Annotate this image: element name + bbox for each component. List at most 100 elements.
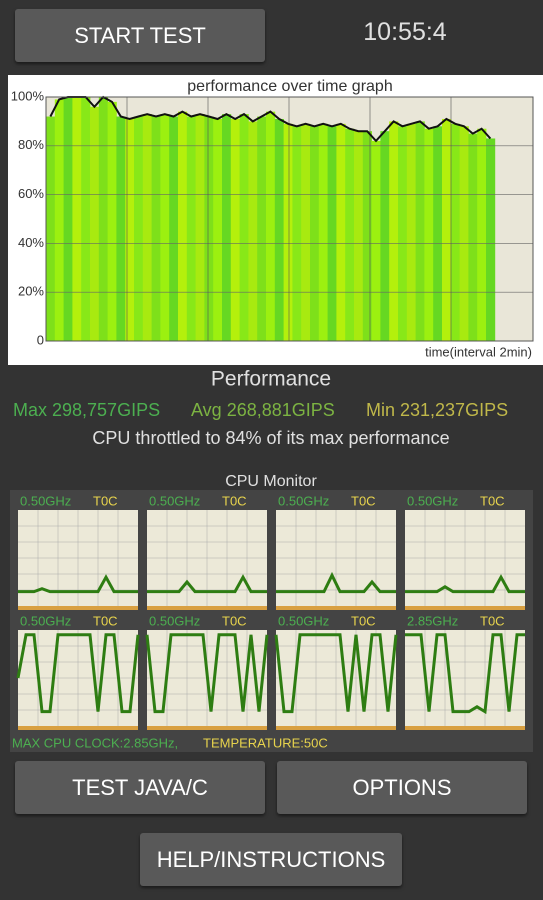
options-button[interactable]: OPTIONS bbox=[277, 761, 527, 814]
performance-bar bbox=[459, 126, 469, 341]
performance-bar bbox=[195, 114, 205, 341]
x-axis-label: time(interval 2min) bbox=[425, 344, 532, 359]
core-load-line bbox=[18, 574, 138, 594]
y-tick-label: 80% bbox=[18, 137, 44, 152]
performance-bar bbox=[46, 116, 56, 341]
performance-bar bbox=[98, 97, 108, 341]
performance-bar bbox=[415, 121, 425, 342]
performance-bar bbox=[292, 126, 302, 341]
performance-bar bbox=[116, 116, 126, 341]
performance-bar bbox=[204, 116, 214, 341]
core-temperature: T0C bbox=[351, 613, 376, 628]
core-load-line bbox=[16, 633, 140, 714]
core-temperature: T0C bbox=[480, 613, 505, 628]
core-baseline bbox=[405, 726, 525, 730]
core-load-line bbox=[405, 633, 525, 715]
performance-bar bbox=[213, 118, 223, 342]
performance-bar bbox=[327, 126, 337, 341]
y-tick-label: 0 bbox=[37, 332, 44, 347]
core-baseline bbox=[18, 726, 138, 730]
clock: 10:55:4 bbox=[363, 18, 447, 46]
performance-bar bbox=[310, 126, 320, 341]
performance-bar bbox=[107, 101, 117, 341]
performance-bar bbox=[222, 114, 232, 341]
performance-bar bbox=[266, 111, 276, 341]
performance-bar bbox=[169, 116, 179, 341]
performance-line bbox=[49, 95, 492, 143]
temperature: TEMPERATURE:50C bbox=[203, 735, 328, 750]
performance-bar bbox=[468, 133, 478, 341]
performance-bar bbox=[336, 123, 346, 341]
core-load-line bbox=[274, 633, 398, 714]
stat-avg: Avg 268,881GIPS bbox=[191, 400, 335, 420]
core-frequency: 0.50GHz bbox=[278, 493, 329, 508]
core-temperature: T0C bbox=[93, 613, 118, 628]
core-load-line bbox=[276, 571, 396, 594]
y-tick-label: 100% bbox=[11, 88, 45, 103]
performance-bar bbox=[230, 118, 240, 342]
core-temperature: T0C bbox=[222, 493, 247, 508]
core-frequency: 0.50GHz bbox=[20, 493, 71, 508]
performance-bar bbox=[389, 121, 399, 342]
core-load-line bbox=[145, 633, 269, 714]
performance-bar bbox=[371, 140, 381, 341]
stat-min: Min 231,237GIPS bbox=[366, 400, 508, 420]
performance-bar bbox=[178, 111, 188, 341]
performance-bar bbox=[380, 131, 390, 341]
cpu-monitor-title: CPU Monitor bbox=[225, 473, 317, 490]
start-test-button[interactable]: START TEST bbox=[15, 9, 265, 62]
performance-bar bbox=[477, 128, 487, 341]
core-baseline bbox=[147, 726, 267, 730]
core-load-line bbox=[405, 574, 525, 594]
performance-bar bbox=[151, 116, 161, 341]
performance-bar bbox=[345, 128, 355, 341]
core-frequency: 0.50GHz bbox=[149, 493, 200, 508]
core-frequency: 0.50GHz bbox=[149, 613, 200, 628]
performance-bar bbox=[134, 116, 144, 341]
throttle-text: CPU throttled to 84% of its max performa… bbox=[92, 428, 449, 448]
y-tick-label: 20% bbox=[18, 284, 44, 299]
performance-bar bbox=[283, 123, 293, 341]
performance-chart: performance over time graph time(interva… bbox=[8, 75, 543, 448]
performance-bar bbox=[301, 123, 311, 341]
performance-bar bbox=[406, 123, 416, 341]
core-frequency: 0.50GHz bbox=[407, 493, 458, 508]
performance-bar bbox=[442, 118, 452, 342]
performance-bar bbox=[257, 116, 267, 341]
core-frequency: 2.85GHz bbox=[407, 613, 458, 628]
performance-bar bbox=[186, 116, 196, 341]
performance-bar bbox=[54, 99, 64, 341]
test-java-button[interactable]: TEST JAVA/C bbox=[15, 761, 265, 814]
performance-bar bbox=[274, 118, 284, 342]
help-button[interactable]: HELP/INSTRUCTIONS bbox=[140, 833, 402, 886]
performance-bar bbox=[239, 114, 249, 341]
performance-bar bbox=[398, 126, 408, 341]
performance-bar bbox=[160, 114, 170, 341]
max-cpu-clock: MAX CPU CLOCK:2.85GHz, bbox=[12, 735, 178, 750]
chart-title: performance over time graph bbox=[187, 78, 392, 95]
performance-bar bbox=[90, 106, 100, 341]
stats-heading: Performance bbox=[211, 368, 331, 391]
y-tick-label: 60% bbox=[18, 186, 44, 201]
core-frequency: 0.50GHz bbox=[20, 613, 71, 628]
plot-border bbox=[45, 96, 534, 342]
performance-bar bbox=[142, 114, 152, 341]
core-baseline bbox=[18, 606, 138, 610]
core-baseline bbox=[147, 606, 267, 610]
core-baseline bbox=[405, 606, 525, 610]
core-temperature: T0C bbox=[480, 493, 505, 508]
cpu-monitor: CPU Monitor MAX CPU CLOCK:2.85GHz, TEMPE… bbox=[10, 473, 533, 752]
performance-bar bbox=[248, 121, 258, 342]
performance-bar bbox=[81, 97, 91, 341]
performance-bar bbox=[72, 97, 82, 341]
performance-bar bbox=[486, 138, 496, 341]
performance-bar bbox=[433, 126, 443, 341]
core-load-line bbox=[147, 574, 267, 594]
stat-max: Max 298,757GIPS bbox=[13, 400, 160, 420]
performance-bar bbox=[450, 123, 460, 341]
core-temperature: T0C bbox=[351, 493, 376, 508]
core-temperature: T0C bbox=[222, 613, 247, 628]
performance-bar bbox=[354, 131, 364, 341]
performance-bar bbox=[125, 118, 135, 342]
